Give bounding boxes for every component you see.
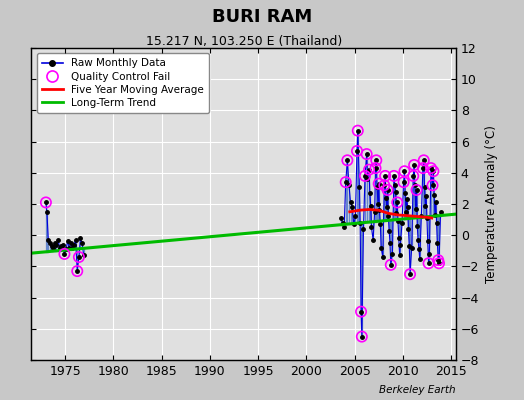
Point	[343, 157, 352, 164]
Point	[406, 271, 414, 278]
Point	[358, 333, 366, 340]
Text: Berkeley Earth: Berkeley Earth	[379, 385, 456, 395]
Point	[393, 199, 401, 206]
Point	[412, 187, 421, 193]
Point	[400, 168, 409, 174]
Legend: Raw Monthly Data, Quality Control Fail, Five Year Moving Average, Long-Term Tren: Raw Monthly Data, Quality Control Fail, …	[37, 53, 209, 113]
Point	[365, 166, 373, 173]
Title: 15.217 N, 103.250 E (Thailand): 15.217 N, 103.250 E (Thailand)	[146, 35, 342, 48]
Point	[75, 254, 83, 260]
Point	[428, 182, 436, 188]
Point	[372, 157, 380, 164]
Point	[384, 187, 392, 193]
Point	[73, 268, 81, 274]
Point	[363, 151, 371, 157]
Text: BURI RAM: BURI RAM	[212, 8, 312, 26]
Y-axis label: Temperature Anomaly (°C): Temperature Anomaly (°C)	[485, 125, 498, 283]
Point	[375, 180, 383, 187]
Point	[409, 173, 418, 179]
Point	[372, 165, 380, 171]
Point	[42, 199, 50, 206]
Point	[427, 165, 435, 171]
Point	[354, 128, 362, 134]
Point	[435, 260, 443, 266]
Point	[357, 308, 365, 315]
Point	[342, 179, 350, 185]
Point	[387, 262, 395, 268]
Point	[434, 257, 442, 263]
Point	[420, 157, 428, 164]
Point	[380, 182, 388, 188]
Point	[381, 173, 389, 179]
Point	[60, 251, 69, 257]
Point	[429, 168, 438, 174]
Point	[424, 260, 433, 266]
Point	[353, 148, 361, 154]
Point	[390, 173, 398, 179]
Point	[410, 162, 418, 168]
Point	[399, 179, 408, 185]
Point	[419, 165, 427, 171]
Point	[361, 173, 369, 179]
